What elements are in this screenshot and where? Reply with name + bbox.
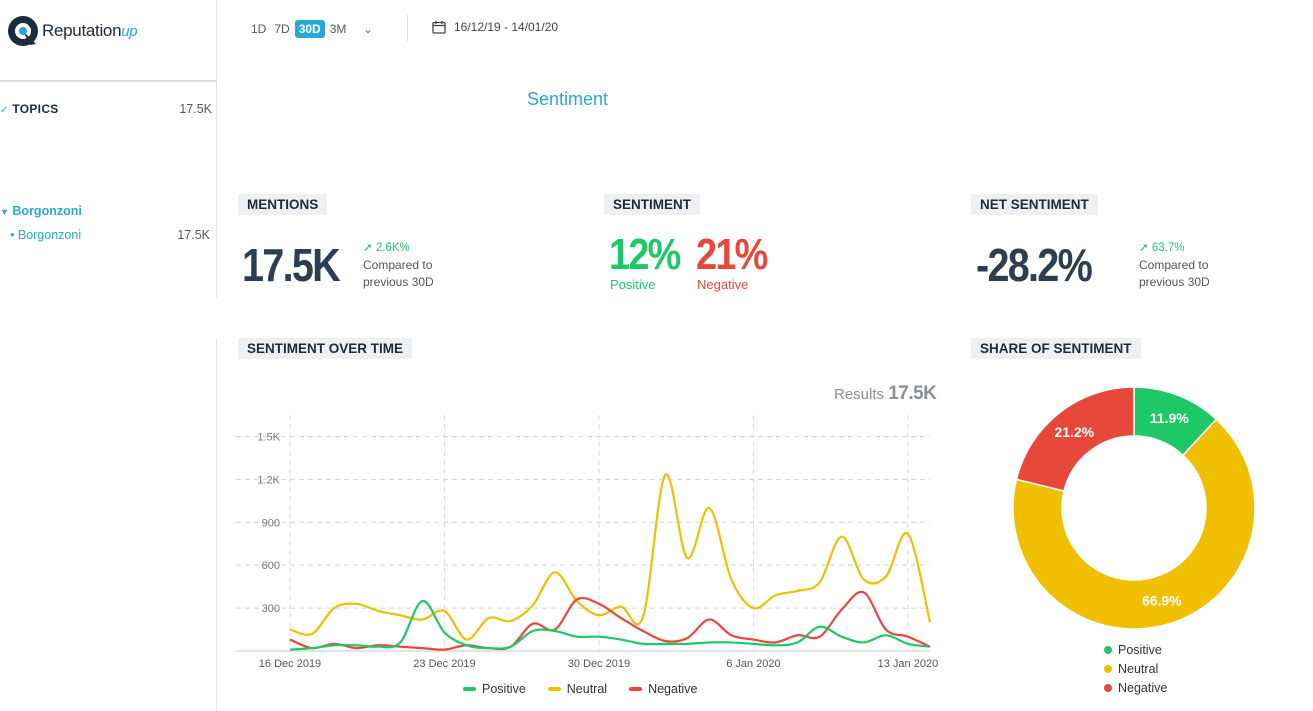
legend-item-neutral[interactable]: Neutral [547,682,607,696]
toolbar-separator [407,15,408,41]
share-donut-chart: 11.9% 66.9% 21.2% [1012,386,1256,630]
mentions-period: previous 30D [363,275,434,289]
negative-label: Negative [697,277,749,292]
net-sentiment-delta: ➚ 63.7% Compared to previous 30D [1139,240,1210,291]
donut-value-label: 11.9% [1150,410,1189,426]
donut-legend-negative[interactable]: Negative [1104,678,1167,697]
donut-legend-positive[interactable]: Positive [1104,640,1167,659]
positive-percent: 12% [609,230,681,279]
topics-label: ✓ TOPICS [0,102,59,116]
mentions-delta-value: ➚ 2.6K% [363,242,410,254]
net-sentiment-period: previous 30D [1139,275,1210,289]
y-tick-label: 600 [262,560,280,572]
chevron-down-icon[interactable]: ⌄ [363,23,373,36]
content-divider [216,338,217,711]
sentiment-line-chart: 300 600 900 1.2K 1.5K 16 Dec 2019 23 Dec 2019 3… [236,415,939,670]
net-sentiment-value: -28.2% [976,239,1093,291]
donut-value-label: 66.9% [1142,592,1182,608]
donut-legend-neutral[interactable]: Neutral [1104,659,1167,678]
topic-group-borgonzoni[interactable]: ▼ Borgonzoni [0,204,82,218]
legend-swatch-negative [629,687,643,691]
logo-icon [8,16,38,46]
sentiment-label: SENTIMENT [604,194,701,215]
donut-legend: Positive Neutral Negative [1104,640,1167,697]
donut-slice-neutral [1012,418,1256,630]
share-label: SHARE OF SENTIMENT [971,338,1141,359]
legend-swatch-neutral [547,687,561,691]
range-tab-1d[interactable]: 1D [251,22,267,36]
y-tick-label: 1.5K [257,431,280,443]
sidebar: Reputationup ✓ TOPICS 17.5K ▼ Borgonzoni… [0,0,217,298]
sidebar-divider [0,80,217,82]
donut-slice-negative [1015,386,1135,492]
over-time-label: SENTIMENT OVER TIME [238,338,413,359]
y-tick-label: 300 [262,603,280,615]
legend-item-positive[interactable]: Positive [463,682,526,696]
donut-value-label: 21.2% [1055,424,1095,440]
logo-text: Reputationup [42,21,138,40]
mentions-delta: ➚ 2.6K% Compared to previous 30D [363,240,434,291]
caret-down-icon: ▼ [0,207,9,217]
range-tab-7d[interactable]: 7D [274,22,290,36]
y-tick-label: 900 [262,517,280,529]
topic-group-label: Borgonzoni [12,204,82,218]
net-sentiment-compared: Compared to [1139,258,1209,272]
positive-label: Positive [610,277,656,292]
topics-row[interactable]: ✓ TOPICS 17.5K [0,102,212,116]
y-tick-label: 1.2K [257,474,280,486]
series-line-neutral [289,473,932,641]
topic-item-count: 17.5K [177,228,210,242]
series-line-negative [289,590,931,651]
calendar-icon [432,21,446,34]
trend-up-icon: ➚ [363,242,373,254]
page-title: Sentiment [527,89,609,109]
topic-item-borgonzoni[interactable]: • Borgonzoni 17.5K [10,228,210,242]
x-tick-label: 30 Dec 2019 [568,658,630,670]
check-icon: ✓ [0,105,9,116]
line-chart-legend: Positive Neutral Negative [463,682,719,696]
range-tab-30d[interactable]: 30D [294,20,325,38]
date-range-picker[interactable]: 16/12/19 - 14/01/20 [432,20,558,34]
range-tabs: 1D 7D 30D 3M ⌄ [248,20,373,38]
legend-item-negative[interactable]: Negative [629,682,697,696]
x-tick-label: 6 Jan 2020 [726,658,780,670]
x-tick-label: 16 Dec 2019 [259,658,321,670]
mentions-value: 17.5K [242,239,341,291]
net-sentiment-delta-value: ➚ 63.7% [1139,242,1185,254]
topic-item-label: • Borgonzoni [10,228,82,242]
range-tab-3m[interactable]: 3M [329,22,347,36]
legend-swatch-positive [463,687,476,691]
mentions-compared: Compared to [363,258,433,272]
x-tick-label: 23 Dec 2019 [413,658,475,670]
results-total: Results 17.5K [834,383,937,404]
trend-up-icon: ➚ [1139,242,1149,254]
net-sentiment-label: NET SENTIMENT [971,194,1098,215]
date-range-text: 16/12/19 - 14/01/20 [454,20,559,34]
mentions-label: MENTIONS [238,194,328,215]
series-line-positive [289,599,931,651]
logo[interactable]: Reputationup [6,14,138,48]
negative-percent: 21% [696,230,768,279]
topics-count: 17.5K [179,102,212,116]
x-tick-label: 13 Jan 2020 [878,658,939,670]
